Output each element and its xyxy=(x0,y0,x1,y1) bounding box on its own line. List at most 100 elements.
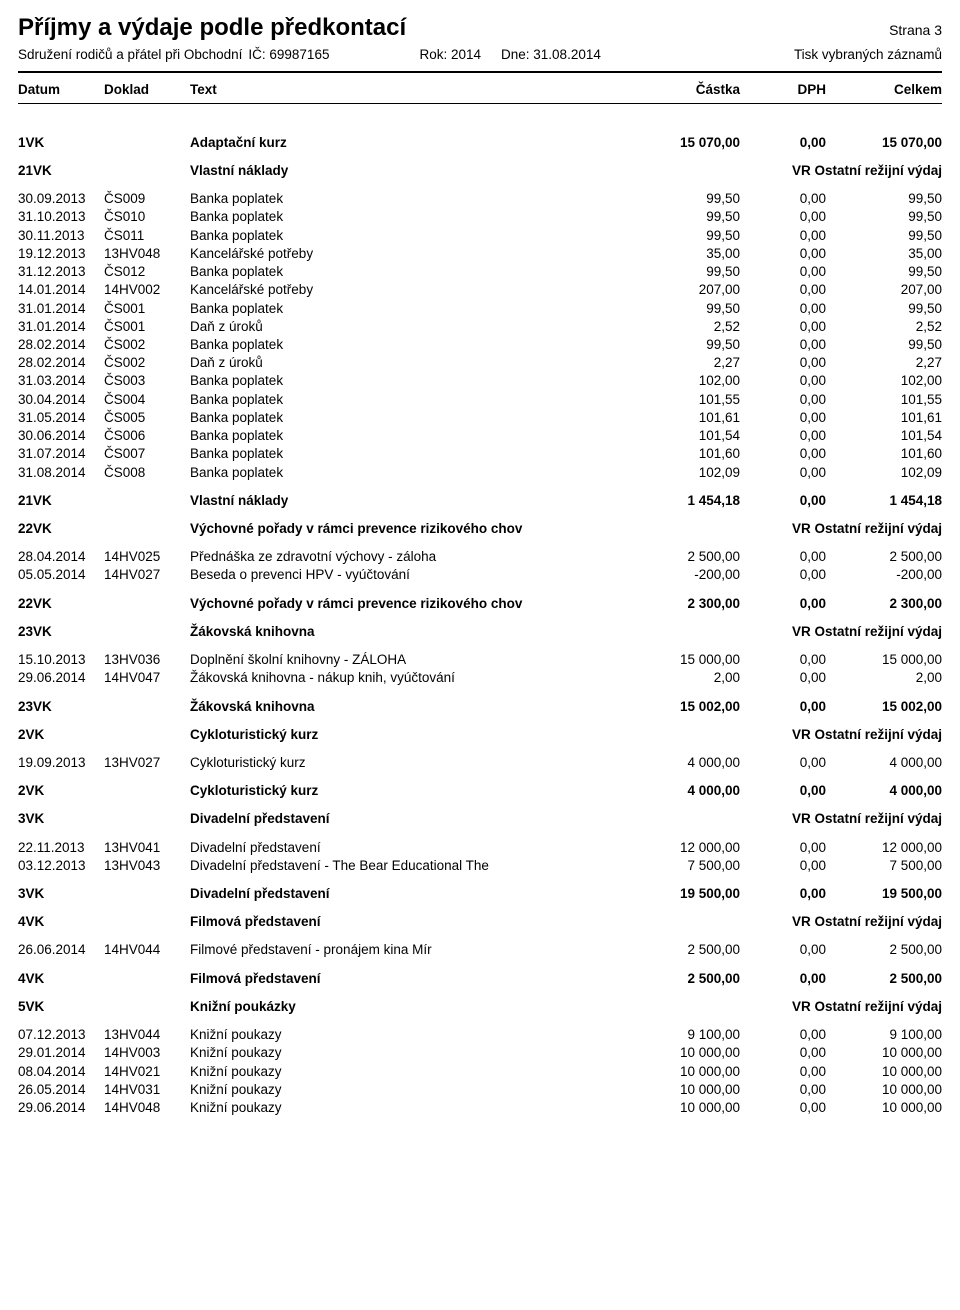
table-row: 30.04.2014ČS004Banka poplatek101,550,001… xyxy=(18,391,942,409)
cell-castka: 2 500,00 xyxy=(630,941,740,959)
cell-datum: 30.06.2014 xyxy=(18,427,98,445)
section-code: 22VK xyxy=(18,520,98,538)
table-row: 26.05.201414HV031Knižní poukazy10 000,00… xyxy=(18,1081,942,1099)
cell-dph: 0,00 xyxy=(746,300,826,318)
cell-castka: 99,50 xyxy=(630,263,740,281)
cell-datum: 26.06.2014 xyxy=(18,941,98,959)
section-footer-amount: 0,00 xyxy=(746,970,826,988)
cell-text: Knižní poukazy xyxy=(190,1099,624,1117)
table-row: 15.10.201313HV036Doplnění školní knihovn… xyxy=(18,651,942,669)
table-row: 14.01.201414HV002Kancelářské potřeby207,… xyxy=(18,281,942,299)
cell-text: Cykloturistický kurz xyxy=(190,754,624,772)
cell-dph: 0,00 xyxy=(746,1026,826,1044)
cell-castka: 99,50 xyxy=(630,190,740,208)
section-footer: 3VKDivadelní představení19 500,000,0019 … xyxy=(18,885,942,903)
cell-celkem: 2,27 xyxy=(832,354,942,372)
cell-doklad: ČS002 xyxy=(104,336,184,354)
section-footer-amount: 1 454,18 xyxy=(832,492,942,510)
cell-celkem: 10 000,00 xyxy=(832,1063,942,1081)
section-vr-note: VR Ostatní režijní výdaj xyxy=(630,726,942,744)
cell-castka: 99,50 xyxy=(630,208,740,226)
column-header-row: Datum Doklad Text Částka DPH Celkem xyxy=(18,81,942,99)
cell-doklad: 14HV021 xyxy=(104,1063,184,1081)
cell-datum: 28.02.2014 xyxy=(18,354,98,372)
cell-dph: 0,00 xyxy=(746,548,826,566)
cell-text: Banka poplatek xyxy=(190,372,624,390)
cell-celkem: 207,00 xyxy=(832,281,942,299)
cell-castka: -200,00 xyxy=(630,566,740,584)
cell-datum: 30.11.2013 xyxy=(18,227,98,245)
table-row: 30.06.2014ČS006Banka poplatek101,540,001… xyxy=(18,427,942,445)
table-row: 31.01.2014ČS001Daň z úroků2,520,002,52 xyxy=(18,318,942,336)
cell-castka: 99,50 xyxy=(630,227,740,245)
cell-datum: 31.08.2014 xyxy=(18,464,98,482)
cell-castka: 99,50 xyxy=(630,336,740,354)
cell-celkem: 99,50 xyxy=(832,300,942,318)
cell-dph: 0,00 xyxy=(746,1099,826,1117)
cell-castka: 2 500,00 xyxy=(630,548,740,566)
section-footer-title: Cykloturistický kurz xyxy=(190,782,624,800)
cell-datum: 31.10.2013 xyxy=(18,208,98,226)
section-title: Žákovská knihovna xyxy=(190,623,624,641)
cell-celkem: 10 000,00 xyxy=(832,1081,942,1099)
cell-castka: 10 000,00 xyxy=(630,1063,740,1081)
section-footer-amount: 2 500,00 xyxy=(630,970,740,988)
cell-text: Filmové představení - pronájem kina Mír xyxy=(190,941,624,959)
cell-doklad: 13HV048 xyxy=(104,245,184,263)
section-footer: 23VKŽákovská knihovna15 002,000,0015 002… xyxy=(18,698,942,716)
cell-celkem: 99,50 xyxy=(832,190,942,208)
cell-celkem: 102,09 xyxy=(832,464,942,482)
cell-dph: 0,00 xyxy=(746,427,826,445)
col-text: Text xyxy=(190,81,624,99)
cell-celkem: 2 500,00 xyxy=(832,941,942,959)
col-celkem: Celkem xyxy=(832,81,942,99)
cell-datum: 31.07.2014 xyxy=(18,445,98,463)
cell-datum: 31.01.2014 xyxy=(18,300,98,318)
cell-dph: 0,00 xyxy=(746,391,826,409)
cell-text: Banka poplatek xyxy=(190,336,624,354)
cell-celkem: 35,00 xyxy=(832,245,942,263)
table-row: 30.11.2013ČS011Banka poplatek99,500,0099… xyxy=(18,227,942,245)
section-footer-amount: 0,00 xyxy=(746,698,826,716)
cell-doklad: 14HV027 xyxy=(104,566,184,584)
cell-castka: 101,54 xyxy=(630,427,740,445)
cell-datum: 19.12.2013 xyxy=(18,245,98,263)
cell-doklad: ČS010 xyxy=(104,208,184,226)
section-header: 23VKŽákovská knihovnaVR Ostatní režijní … xyxy=(18,623,942,641)
cell-castka: 7 500,00 xyxy=(630,857,740,875)
cell-datum: 08.04.2014 xyxy=(18,1063,98,1081)
cell-doklad: ČS002 xyxy=(104,354,184,372)
cell-dph: 0,00 xyxy=(746,1063,826,1081)
table-row: 29.06.201414HV048Knižní poukazy10 000,00… xyxy=(18,1099,942,1117)
cell-datum: 29.06.2014 xyxy=(18,669,98,687)
cell-castka: 10 000,00 xyxy=(630,1081,740,1099)
cell-text: Banka poplatek xyxy=(190,464,624,482)
table-row: 08.04.201414HV021Knižní poukazy10 000,00… xyxy=(18,1063,942,1081)
cell-datum: 30.09.2013 xyxy=(18,190,98,208)
cell-celkem: 2 500,00 xyxy=(832,548,942,566)
section-footer-amount: 19 500,00 xyxy=(832,885,942,903)
cell-doklad: ČS005 xyxy=(104,409,184,427)
cell-celkem: 15 000,00 xyxy=(832,651,942,669)
cell-datum: 07.12.2013 xyxy=(18,1026,98,1044)
cell-dph: 0,00 xyxy=(746,354,826,372)
col-datum: Datum xyxy=(18,81,98,99)
cell-text: Banka poplatek xyxy=(190,208,624,226)
section-footer-title: Divadelní představení xyxy=(190,885,624,903)
cell-dph: 0,00 xyxy=(746,651,826,669)
table-row: 28.02.2014ČS002Banka poplatek99,500,0099… xyxy=(18,336,942,354)
table-row: 28.02.2014ČS002Daň z úroků2,270,002,27 xyxy=(18,354,942,372)
section-footer-title: Žákovská knihovna xyxy=(190,698,624,716)
cell-doklad: ČS009 xyxy=(104,190,184,208)
section-footer-amount: 0,00 xyxy=(746,492,826,510)
section-footer-title: Výchovné pořady v rámci prevence rizikov… xyxy=(190,595,624,613)
year: Rok: 2014 xyxy=(419,46,481,64)
cell-celkem: 4 000,00 xyxy=(832,754,942,772)
cell-celkem: 101,60 xyxy=(832,445,942,463)
section-footer-amount: 2 500,00 xyxy=(832,970,942,988)
section-vr-note: VR Ostatní režijní výdaj xyxy=(630,520,942,538)
cell-castka: 2,52 xyxy=(630,318,740,336)
cell-doklad: 14HV047 xyxy=(104,669,184,687)
table-row: 19.12.201313HV048Kancelářské potřeby35,0… xyxy=(18,245,942,263)
section-title: Knižní poukázky xyxy=(190,998,624,1016)
